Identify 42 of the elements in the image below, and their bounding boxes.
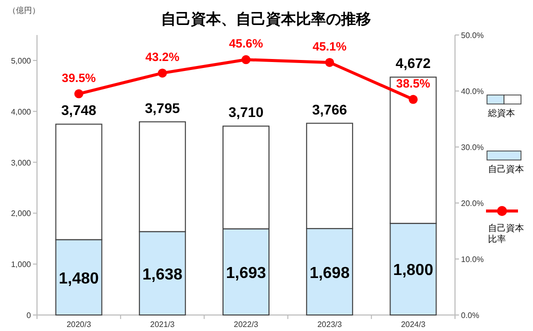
y-tick-label: 1,000 [10,260,32,270]
y-axis-title: （億円） [8,6,40,15]
point [74,89,84,98]
total-label: 3,748 [61,102,97,118]
y2-tick-label: 10.0% [461,255,484,264]
y-tick-label: 0 [26,311,32,320]
legend-label: 自己資本比率 [488,223,524,244]
point [408,94,418,104]
data-label: 45.6% [228,36,264,51]
data-label: 38.5% [396,76,431,90]
data-label: 1,698 [310,264,350,282]
data-label: 1,693 [226,264,266,282]
x-tick-label: 2022/3 [234,320,259,329]
data-label: 1,638 [142,266,183,284]
y-tick-label: 3,000 [10,158,32,168]
y-tick-label: 5,000 [10,56,32,66]
total-label: 4,672 [396,55,431,72]
legend-label: 総資本 [487,108,515,118]
y2-tick-label: 30.0% [461,143,484,152]
data-label: 1,480 [58,270,99,288]
x-tick-label: 2021/3 [150,320,176,329]
y-tick-label: 2,000 [10,209,32,218]
y2-tick-label: 0.0% [461,311,480,320]
y2-tick-label: 50.0% [461,31,484,40]
data-label: 43.2% [145,50,180,64]
point [242,55,250,64]
total-label: 3,766 [312,101,348,118]
data-label: 39.5% [62,70,96,85]
y-tick-label: 4,000 [10,107,32,116]
chart-title: 自己資本、自己資本比率の推移 [161,10,371,28]
legend-label: 自己資本 [488,164,524,174]
x-tick-label: 2020/3 [66,320,92,329]
x-tick-label: 2023/3 [317,320,342,329]
data-label: 45.1% [312,39,347,54]
x-tick-label: 2024/3 [400,320,426,329]
total-label: 3,795 [144,100,180,116]
point [325,58,334,67]
y2-tick-label: 20.0% [461,199,484,208]
point [158,68,167,78]
y2-tick-label: 40.0% [461,87,484,96]
total-label: 3,710 [228,104,264,120]
data-label: 1,800 [393,262,434,280]
